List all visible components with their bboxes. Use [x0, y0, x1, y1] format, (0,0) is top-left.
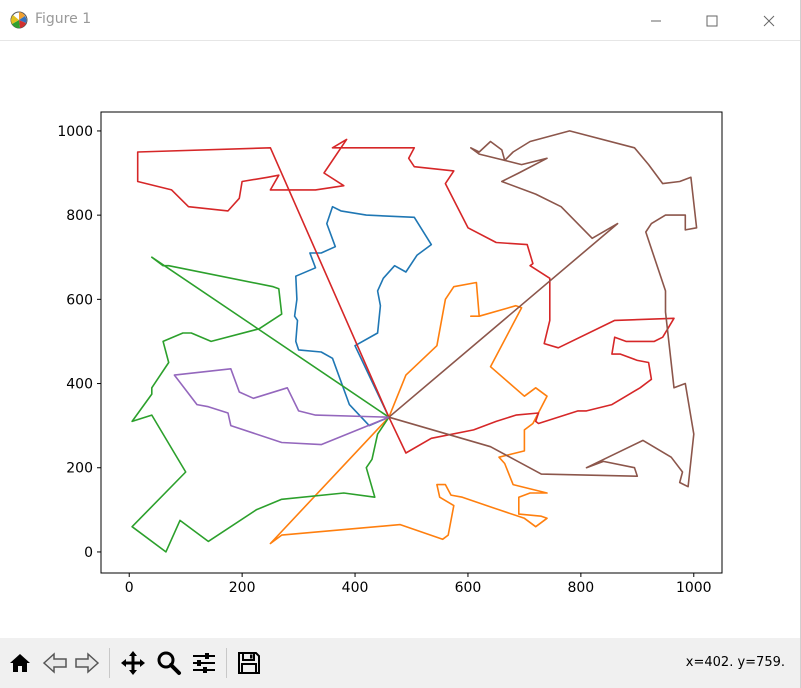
home-button[interactable] — [5, 648, 35, 678]
toolbar-separator — [109, 648, 110, 678]
home-icon — [10, 654, 30, 672]
back-button[interactable] — [40, 648, 70, 678]
close-icon — [763, 15, 775, 26]
window-titlebar: Figure 1 — [0, 0, 801, 41]
y-tick-label: 200 — [66, 461, 93, 477]
figure-canvas[interactable]: 0 200 400 600 800 1000 0 200 400 600 800 1000 — [0, 41, 801, 638]
pan-icon — [121, 651, 145, 675]
forward-icon — [75, 652, 100, 674]
toolbar-separator — [226, 648, 227, 678]
y-tick-label: 600 — [66, 292, 93, 308]
pan-button[interactable] — [118, 648, 148, 678]
configure-subplots-button[interactable] — [189, 648, 219, 678]
x-tick-label: 200 — [229, 580, 256, 596]
y-tick-label: 800 — [66, 208, 93, 224]
back-icon — [42, 652, 67, 674]
route-line-4 — [136, 138, 675, 454]
cursor-coordinates: x=402. y=759. — [685, 655, 785, 670]
window-title: Figure 1 — [35, 11, 92, 27]
route-line-6 — [388, 130, 698, 488]
save-icon — [238, 652, 260, 674]
axes-frame — [100, 111, 723, 574]
configure-subplots-icon — [193, 653, 215, 673]
route-line-1 — [293, 205, 433, 427]
forward-button[interactable] — [72, 648, 102, 678]
minimize-button[interactable] — [633, 0, 679, 40]
matplotlib-logo-icon — [10, 11, 28, 29]
close-button[interactable] — [746, 0, 792, 40]
route-line-2 — [269, 281, 548, 545]
save-button[interactable] — [234, 648, 264, 678]
navigation-toolbar: x=402. y=759. — [0, 638, 801, 688]
zoom-button[interactable] — [154, 648, 184, 678]
x-tick-label: 400 — [342, 580, 369, 596]
y-tick-label: 0 — [84, 545, 93, 561]
maximize-icon — [706, 15, 718, 26]
x-tick-label: 800 — [567, 580, 594, 596]
route-chart: 0 200 400 600 800 1000 0 200 400 600 800 1000 — [57, 111, 723, 596]
route-line-3 — [131, 256, 390, 553]
zoom-icon — [157, 651, 181, 675]
route-line-5 — [173, 367, 390, 446]
x-tick-label: 1000 — [676, 580, 712, 596]
maximize-button[interactable] — [689, 0, 735, 40]
y-tick-label: 1000 — [57, 124, 93, 140]
x-tick-label: 600 — [455, 580, 482, 596]
x-tick-label: 0 — [125, 580, 134, 596]
y-tick-label: 400 — [66, 377, 93, 393]
minimize-icon — [651, 20, 661, 21]
